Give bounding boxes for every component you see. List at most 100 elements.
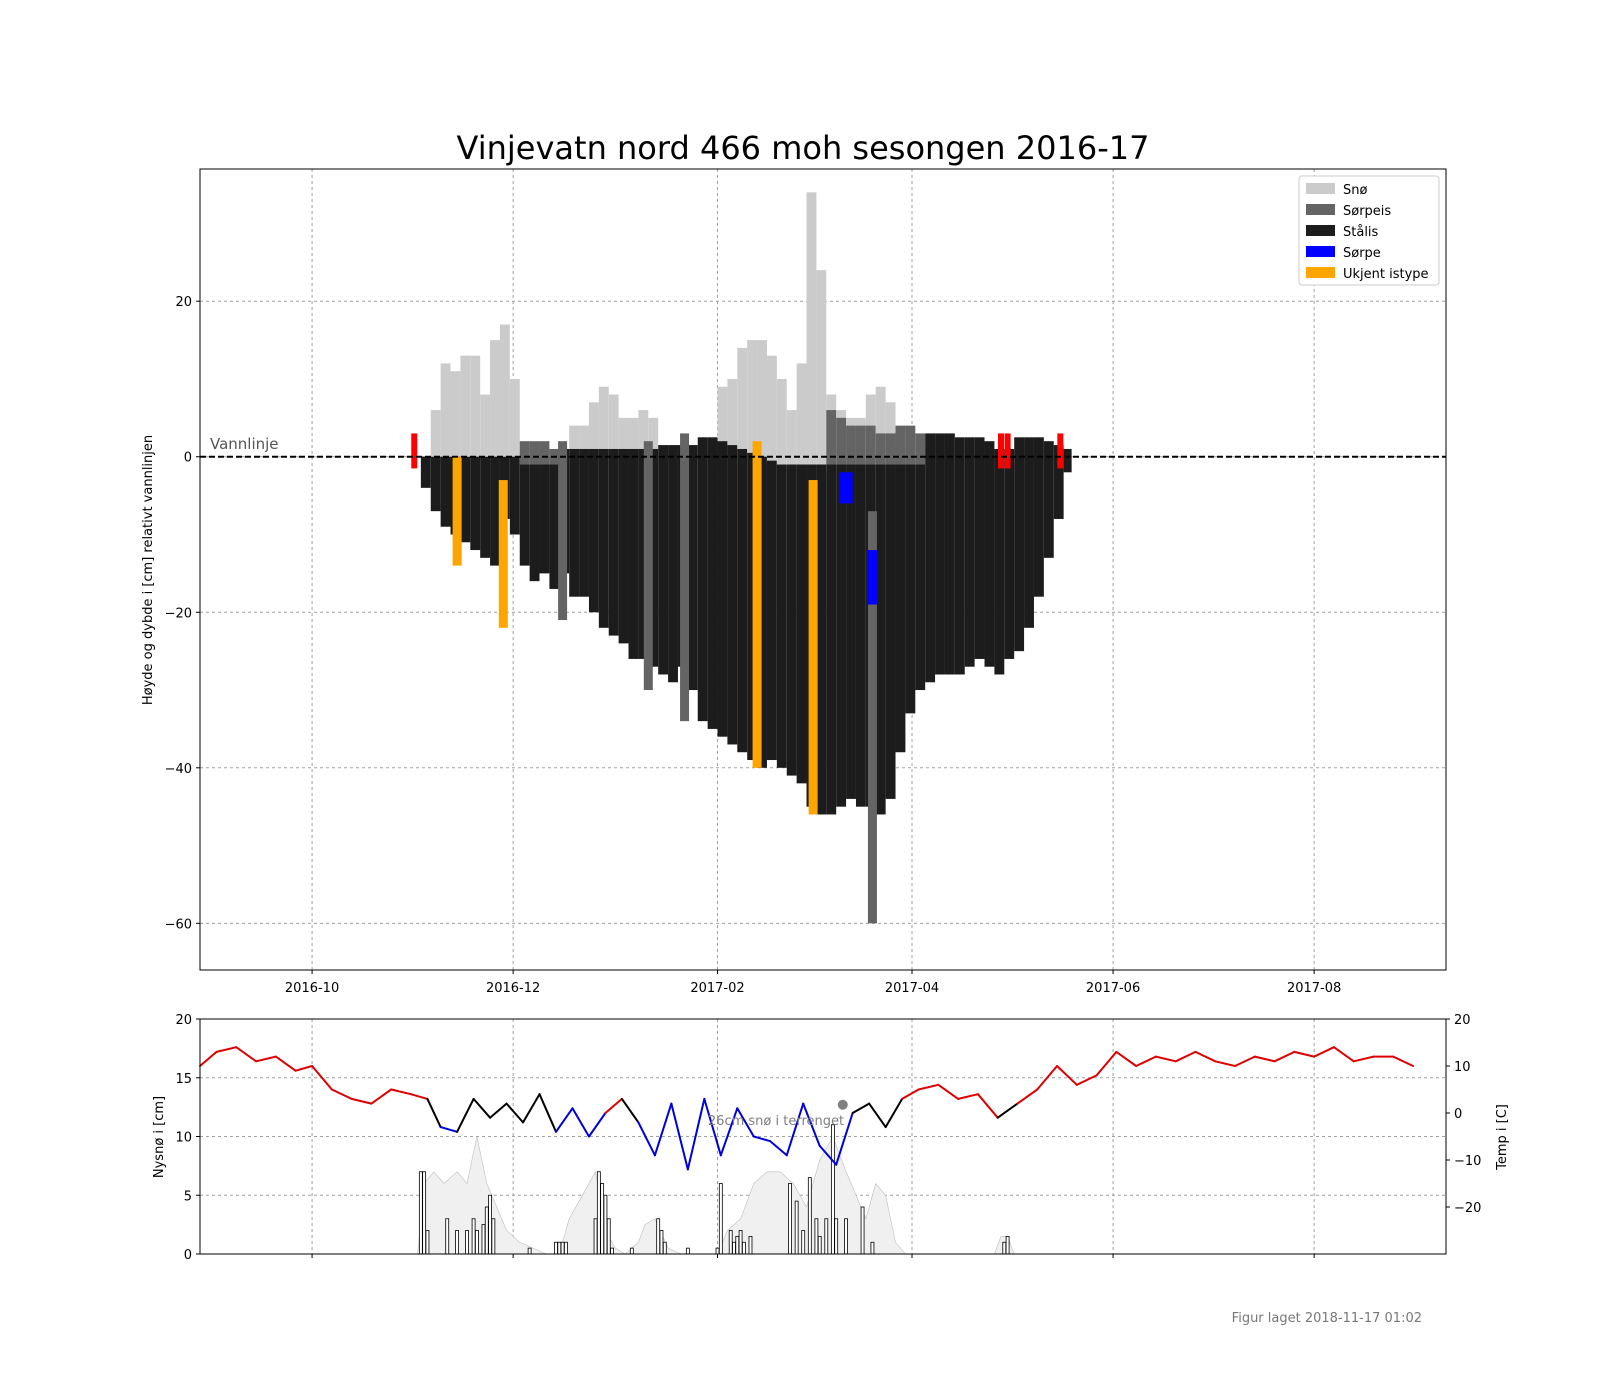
- black-ice-column: [519, 464, 530, 566]
- black-ice-column: [944, 433, 955, 675]
- black-ice-column: [766, 460, 777, 761]
- top-x-tick-label: 2017-08: [1287, 981, 1341, 996]
- snowfall-bar: [794, 1200, 799, 1255]
- black-ice-column: [470, 456, 481, 551]
- snowfall-bar: [425, 1230, 430, 1255]
- snowfall-bar: [735, 1235, 740, 1255]
- temperature-segment: [868, 1102, 887, 1129]
- slush-ice-column: [875, 433, 886, 465]
- snowfall-bar: [732, 1241, 736, 1255]
- temperature-segment: [604, 1097, 623, 1114]
- snowfall-bar: [606, 1218, 611, 1255]
- temperature-segment: [785, 1102, 805, 1157]
- temperature-segment: [215, 1046, 238, 1053]
- slush-ice-column: [855, 425, 866, 465]
- temperature-segment: [235, 1046, 258, 1063]
- bottom-y-tick-label: 10: [175, 1131, 192, 1146]
- snow-column: [816, 270, 827, 465]
- temperature-segment: [1392, 1055, 1415, 1067]
- snowfall-bar: [1002, 1241, 1007, 1255]
- black-ice-column: [727, 445, 738, 745]
- snow-column: [796, 363, 807, 465]
- special-column-marker: [411, 433, 418, 469]
- temperature-segment: [1016, 1088, 1039, 1105]
- temperature-segment: [653, 1102, 673, 1157]
- top-y-tick-label: −40: [165, 762, 192, 777]
- black-ice-column: [658, 445, 669, 675]
- top-x-tick-label: 2017-06: [1086, 981, 1140, 996]
- black-ice-column: [895, 464, 906, 753]
- black-ice-column: [935, 433, 945, 675]
- bottom-y2-tick-label: −10: [1454, 1154, 1481, 1169]
- snow-column: [757, 340, 767, 457]
- black-ice-column: [1043, 441, 1054, 558]
- snowfall-bar: [870, 1241, 875, 1255]
- snow-column: [806, 192, 817, 465]
- special-column-marker: [998, 433, 1004, 469]
- temperature-segment: [976, 1093, 999, 1119]
- special-column-unknown: [452, 456, 462, 566]
- black-ice-column: [776, 464, 787, 768]
- snow-column: [727, 378, 738, 446]
- snow-column: [717, 386, 728, 442]
- temperature-segment: [917, 1083, 940, 1091]
- slush-patch: [839, 472, 853, 504]
- bottom-y2-axis-label: Temp i [C]: [1495, 1104, 1510, 1171]
- black-ice-column: [875, 464, 886, 815]
- legend-swatch: [1306, 183, 1335, 194]
- black-ice-column: [747, 452, 758, 761]
- temperature-segment: [835, 1112, 854, 1166]
- snowfall-bar: [600, 1183, 605, 1255]
- temperature-segment: [370, 1088, 393, 1105]
- temperature-segment: [1174, 1050, 1197, 1063]
- black-ice-column: [529, 464, 540, 582]
- snow-column: [450, 371, 461, 457]
- temperature-segment: [937, 1083, 960, 1100]
- black-ice-column: [569, 448, 580, 597]
- snowfall-bar: [554, 1241, 558, 1255]
- temperature-segment: [1135, 1055, 1157, 1067]
- temperature-segment: [439, 1126, 459, 1133]
- snowfall-bar: [481, 1224, 486, 1255]
- snowfall-bar: [1005, 1235, 1010, 1255]
- slush-ice-column: [826, 410, 837, 465]
- temperature-segment: [1214, 1060, 1237, 1067]
- slush-ice-column: [915, 433, 926, 465]
- special-column-slush_ice: [867, 511, 877, 924]
- temperature-segment: [851, 1102, 871, 1114]
- temperature-segment: [294, 1065, 314, 1072]
- bottom-y-tick-label: 0: [184, 1248, 192, 1263]
- snowfall-bar: [418, 1171, 423, 1255]
- black-ice-column: [608, 448, 619, 636]
- temperature-segment: [1154, 1055, 1177, 1063]
- slush-ice-column: [895, 425, 906, 465]
- black-ice-column: [588, 448, 599, 613]
- legend-entry: Snø: [1343, 183, 1367, 198]
- black-ice-column: [430, 456, 441, 512]
- snowfall-bar: [860, 1206, 865, 1255]
- legend-entry: Stålis: [1343, 225, 1379, 240]
- snow-column: [628, 417, 639, 449]
- legend-swatch: [1306, 246, 1335, 257]
- snowfall-bar: [718, 1183, 723, 1255]
- black-ice-column: [687, 445, 698, 691]
- black-ice-column: [786, 464, 797, 776]
- snowfall-bar: [807, 1177, 812, 1255]
- temperature-segment: [1036, 1065, 1059, 1091]
- special-column-marker: [1057, 433, 1064, 469]
- black-ice-column: [549, 464, 560, 589]
- snow-column: [776, 378, 787, 465]
- black-ice-column: [964, 437, 975, 667]
- temperature-segment: [884, 1097, 904, 1129]
- snowfall-bar: [814, 1218, 819, 1255]
- temperature-segment: [330, 1088, 353, 1100]
- temperature-segment: [1293, 1050, 1316, 1058]
- special-column-slush_ice: [643, 441, 653, 691]
- top-plot-frame: [199, 168, 1447, 971]
- temperature-segment: [719, 1107, 739, 1157]
- temperature-segment: [426, 1097, 442, 1129]
- special-column-unknown: [752, 441, 762, 768]
- slush-ice-column: [836, 417, 847, 465]
- black-ice-column: [1063, 448, 1072, 473]
- temperature-segment: [1056, 1065, 1078, 1086]
